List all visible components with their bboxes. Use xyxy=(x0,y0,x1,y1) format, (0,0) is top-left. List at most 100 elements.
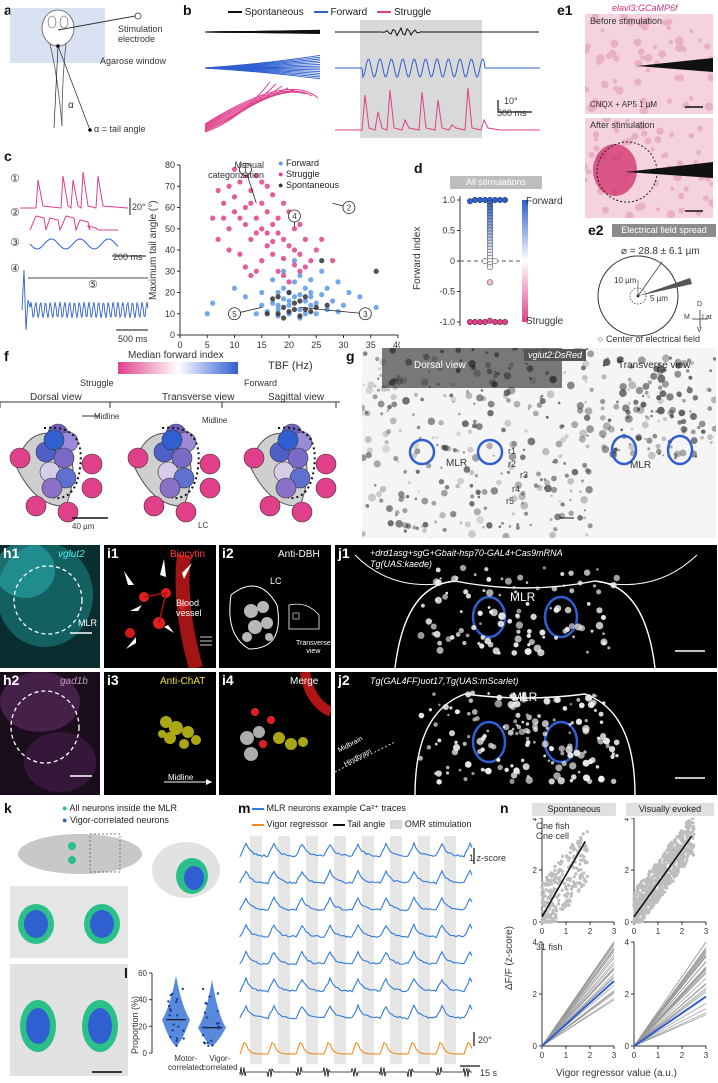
n-point xyxy=(654,890,658,894)
e2-r5: 5 µm xyxy=(650,294,668,303)
n-point xyxy=(647,881,651,885)
m-omr-block xyxy=(306,836,318,1064)
c-point xyxy=(319,258,325,264)
c-point xyxy=(280,236,287,242)
m-legend: MLR neurons example Ca²⁺ traces Vigor re… xyxy=(252,802,471,830)
j-cell xyxy=(541,740,549,748)
c-legend-forward: ● Forward xyxy=(278,158,319,168)
c-point xyxy=(270,277,276,283)
j-cell xyxy=(465,593,472,599)
c-point xyxy=(221,215,227,221)
f-view-sagittal: Sagittal view xyxy=(268,392,325,403)
g-speckle xyxy=(627,388,631,391)
n-point xyxy=(560,854,565,858)
c-point xyxy=(275,268,281,274)
n-point xyxy=(547,907,552,911)
g-speckle xyxy=(580,365,586,371)
c-annotation-number: 3 xyxy=(363,310,368,319)
n-point xyxy=(569,887,574,891)
n-point xyxy=(541,882,545,886)
g-speckle xyxy=(602,363,606,367)
n-subplot: 0 1 2 3 0 2 4 xyxy=(625,818,709,936)
cell-body xyxy=(662,152,669,158)
j-cell xyxy=(595,621,604,630)
n-one-cell: One fish One cell xyxy=(536,821,570,841)
n-point xyxy=(632,919,636,923)
f-cell-struggle xyxy=(291,501,313,523)
n-point xyxy=(574,872,578,876)
n-point xyxy=(655,871,659,875)
g-speckle xyxy=(584,409,587,412)
g-speckle xyxy=(414,448,421,455)
i1-label: Biocytin xyxy=(170,549,206,560)
g-speckle xyxy=(607,418,612,423)
n-point xyxy=(540,900,544,904)
e2-axis-lat: Lat xyxy=(702,314,712,321)
g-speckle xyxy=(656,365,665,374)
c-ytick-label: 50 xyxy=(165,224,175,234)
l-point xyxy=(205,1002,208,1005)
panel-label-m: m xyxy=(238,800,251,816)
legend-spontaneous: Spontaneous xyxy=(228,7,304,18)
c-annotation-number: 2 xyxy=(347,204,352,213)
j1-line2: Tg(UAS:kaede) xyxy=(370,559,433,569)
cell-body xyxy=(675,43,684,53)
n-point xyxy=(666,881,670,885)
c-xtick-label: 25 xyxy=(311,340,321,350)
cell-body xyxy=(608,49,617,58)
c-point xyxy=(210,300,216,306)
cell-body xyxy=(670,186,675,191)
d-point xyxy=(491,257,499,265)
j-cell xyxy=(586,601,591,606)
n-point xyxy=(687,850,691,854)
c-point xyxy=(297,292,303,298)
g-speckle xyxy=(577,407,584,414)
g-speckle xyxy=(468,530,476,538)
g-speckle xyxy=(655,443,661,449)
j-cell xyxy=(615,753,619,758)
c-point xyxy=(237,215,243,221)
c-point xyxy=(291,262,298,268)
d-header: All stimulations xyxy=(450,176,542,189)
l-point xyxy=(171,1028,174,1032)
g-speckle xyxy=(367,447,373,454)
g-speckle xyxy=(647,447,651,451)
f-cell-struggle xyxy=(81,477,103,499)
n-point xyxy=(566,858,571,862)
g-speckle xyxy=(386,505,393,513)
n-point xyxy=(682,830,686,834)
n-point xyxy=(691,821,695,825)
g-speckle xyxy=(614,447,618,452)
j-cell xyxy=(582,759,590,767)
j-cell xyxy=(548,778,555,785)
g-speckle xyxy=(628,442,632,446)
j-cell xyxy=(496,757,501,763)
g-speckle xyxy=(475,489,481,495)
j-cell xyxy=(526,633,531,638)
g-speckle xyxy=(584,467,590,473)
c-point xyxy=(313,247,319,253)
g-speckle xyxy=(536,402,543,409)
j-cell xyxy=(543,697,551,705)
c-xtick-label: 10 xyxy=(229,340,239,350)
g-speckle xyxy=(707,406,713,411)
j-cell xyxy=(449,635,455,640)
n-ytick-label: 0 xyxy=(533,1042,538,1051)
g-speckle xyxy=(627,377,632,382)
c-point xyxy=(280,296,287,302)
f-sagittal-cluster xyxy=(243,423,337,523)
j-cell xyxy=(520,758,525,763)
panel-label-k: k xyxy=(4,800,12,816)
cell-body xyxy=(634,60,642,68)
c-point xyxy=(275,311,281,317)
j-cell xyxy=(584,719,588,723)
j-cell xyxy=(537,714,541,718)
j-cell xyxy=(458,768,462,772)
g-speckle xyxy=(680,359,689,368)
g-speckle xyxy=(476,394,484,402)
panel-label-i4: i4 xyxy=(222,672,234,688)
g-speckle xyxy=(506,470,511,475)
g-speckle xyxy=(582,360,590,368)
n-point xyxy=(685,821,690,825)
g-speckle xyxy=(440,489,448,497)
